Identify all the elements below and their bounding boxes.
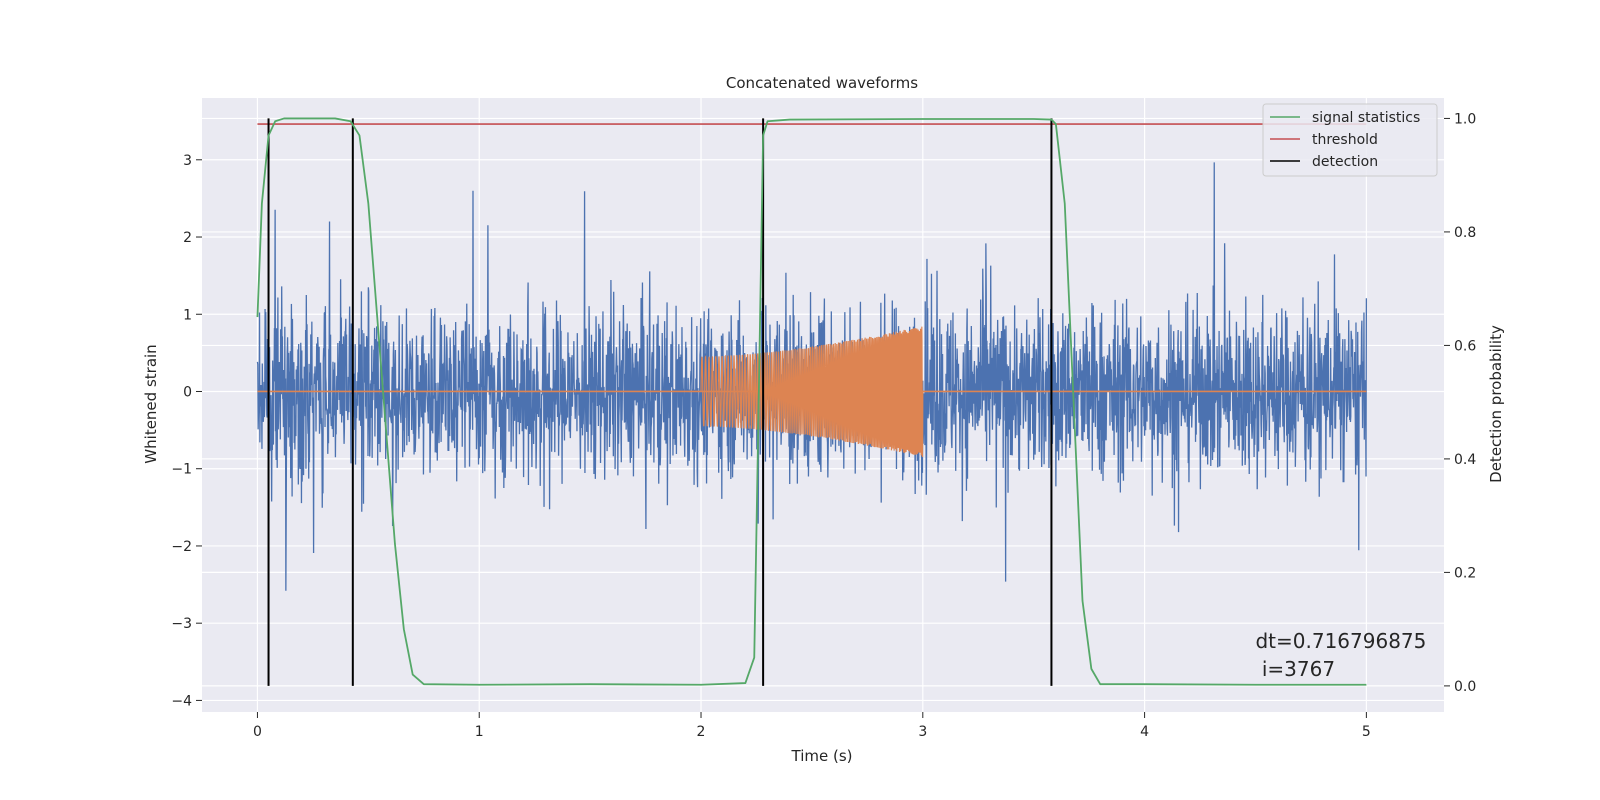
series-probability [256, 117, 1367, 686]
y2-tick-label-2: 0.4 [1454, 452, 1476, 468]
grid [202, 98, 1444, 712]
x-tick-label-3: 3 [918, 724, 927, 740]
y2-axis-label: Detection probability [1487, 325, 1505, 483]
annotation-line-dt: dt=0.716796875 [1255, 629, 1426, 653]
signal-statistics-line [256, 117, 1367, 686]
annotation-line-i: i=3767 [1255, 657, 1335, 681]
y-tick-label-4: 0 [183, 384, 192, 400]
y2-tick-label-5: 1.0 [1454, 111, 1476, 127]
y-tick-label-7: 3 [183, 153, 192, 169]
y-tick-label-5: 1 [183, 307, 192, 323]
legend-frame [1262, 103, 1438, 177]
plot-series [256, 117, 1368, 686]
x-axis-ticks: 0 1 2 3 4 5 [253, 712, 1371, 740]
series-chirp [257, 326, 1367, 458]
y2-axis-ticks: 0.0 0.2 0.4 0.6 0.8 1.0 [1444, 111, 1476, 695]
y2-tick-label-3: 0.6 [1454, 338, 1476, 354]
y-axis-ticks: −4 −3 −2 −1 0 1 2 3 [171, 153, 202, 709]
y2-tick-label-0: 0.0 [1454, 679, 1476, 695]
noise-line [256, 162, 1368, 591]
legend-label-threshold: threshold [1312, 132, 1378, 148]
legend-label-detection: detection [1312, 154, 1378, 170]
legend: signal statistics threshold detection [1262, 103, 1438, 177]
series-noise [256, 162, 1368, 591]
chirp-line [700, 326, 924, 458]
y2-tick-label-4: 0.8 [1454, 225, 1476, 241]
y-tick-label-0: −4 [171, 693, 192, 709]
y-tick-label-6: 2 [183, 230, 192, 246]
y-tick-label-1: −3 [171, 616, 192, 632]
x-tick-label-2: 2 [697, 724, 706, 740]
x-axis-label: Time (s) [791, 747, 853, 765]
y-tick-label-3: −1 [171, 462, 192, 478]
legend-label-signal-statistics: signal statistics [1312, 110, 1420, 126]
x-tick-label-0: 0 [253, 724, 262, 740]
y2-tick-label-1: 0.2 [1454, 565, 1476, 581]
y-tick-label-2: −2 [171, 539, 192, 555]
x-tick-label-4: 4 [1140, 724, 1149, 740]
x-tick-label-5: 5 [1362, 724, 1371, 740]
annotation: dt=0.716796875 i=3767 [1255, 629, 1426, 681]
x-tick-label-1: 1 [475, 724, 484, 740]
y-axis-label: Whitened strain [142, 344, 160, 463]
chart-title: Concatenated waveforms [726, 74, 918, 92]
